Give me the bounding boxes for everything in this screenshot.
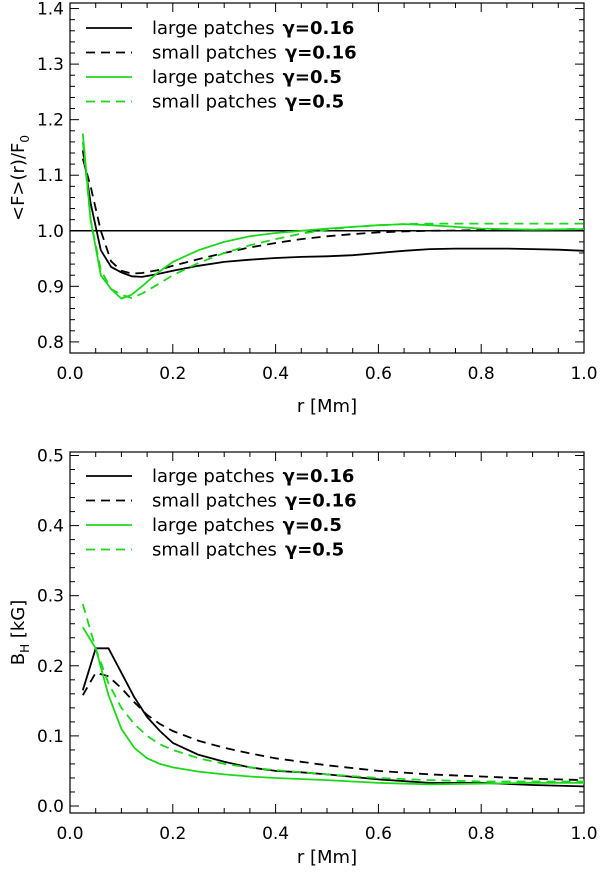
legend-gamma: γ=0.16 bbox=[283, 18, 355, 39]
y-tick-label: 0.1 bbox=[37, 727, 64, 747]
y-tick-label: 0.0 bbox=[37, 797, 64, 817]
legend-name: small patches bbox=[152, 540, 277, 561]
legend-label-1: large patches γ=0.16 bbox=[152, 466, 354, 487]
legend-label-3: large patches γ=0.5 bbox=[152, 67, 342, 88]
series-line-3 bbox=[82, 626, 584, 786]
legend-name: large patches bbox=[152, 67, 275, 88]
y-axis-label-main: <F>(r)/F bbox=[8, 143, 29, 221]
series-line-2 bbox=[81, 158, 585, 275]
y-tick-label: 1.2 bbox=[37, 111, 64, 131]
y-tick-label: 1.0 bbox=[37, 222, 64, 242]
chart-panel-2: 0.0 0.2 0.4 0.6 0.8 1.0 0.0 0.1 0.2 0.3 0.4 0.5 r [M… bbox=[8, 447, 598, 868]
y-axis-label-sub: H bbox=[18, 644, 32, 653]
x-tick-label: 1.0 bbox=[570, 824, 597, 844]
legend-label-2: small patches γ=0.16 bbox=[152, 491, 357, 512]
x-axis-label: r [Mm] bbox=[297, 396, 357, 417]
y-tick-label: 0.9 bbox=[37, 277, 64, 297]
legend-name: large patches bbox=[152, 18, 275, 39]
legend-gamma: γ=0.5 bbox=[283, 515, 342, 536]
x-tick-label: 0.0 bbox=[56, 364, 83, 384]
x-tick-label: 0.8 bbox=[468, 824, 495, 844]
x-tick-label: 0.8 bbox=[468, 364, 495, 384]
legend-name: large patches bbox=[152, 466, 275, 487]
legend-label-1: large patches γ=0.16 bbox=[152, 18, 354, 39]
y-axis-label-sub: 0 bbox=[18, 135, 32, 143]
legend-gamma: γ=0.16 bbox=[283, 466, 355, 487]
y-tick-label: 1.3 bbox=[37, 55, 64, 75]
legend-gamma: γ=0.5 bbox=[283, 67, 342, 88]
legend-label-2: small patches γ=0.16 bbox=[152, 43, 357, 64]
legend-gamma: γ=0.5 bbox=[285, 540, 344, 561]
x-tick-label: 0.2 bbox=[159, 364, 186, 384]
series-line-4 bbox=[81, 141, 584, 299]
x-axis-label: r [Mm] bbox=[297, 847, 357, 868]
legend-gamma: γ=0.16 bbox=[285, 43, 357, 64]
x-tick-label: 1.0 bbox=[570, 364, 597, 384]
x-tick-label: 0.6 bbox=[365, 824, 392, 844]
legend-name: large patches bbox=[152, 515, 275, 536]
x-tick-label: 0.0 bbox=[56, 824, 83, 844]
legend-name: small patches bbox=[152, 43, 277, 64]
legend-gamma: γ=0.5 bbox=[285, 92, 344, 113]
y-tick-label: 1.1 bbox=[37, 166, 64, 186]
legend-name: small patches bbox=[152, 491, 277, 512]
y-axis-label: BH [kG] bbox=[8, 600, 32, 666]
y-axis-label-unit: [kG] bbox=[8, 600, 29, 644]
series-line-4 bbox=[81, 603, 584, 783]
y-tick-label: 0.4 bbox=[37, 517, 64, 537]
series-line-1 bbox=[81, 647, 585, 788]
y-tick-label: 0.3 bbox=[37, 587, 64, 607]
legend-label-3: large patches γ=0.5 bbox=[152, 515, 342, 536]
series-line-3 bbox=[81, 133, 585, 300]
legend-gamma: γ=0.16 bbox=[285, 491, 357, 512]
x-tick-label: 0.2 bbox=[159, 824, 186, 844]
y-tick-label: 0.5 bbox=[37, 447, 64, 467]
y-tick-label: 1.4 bbox=[37, 0, 64, 20]
y-axis-label-main: B bbox=[8, 653, 29, 665]
x-tick-label: 0.6 bbox=[365, 364, 392, 384]
legend-label-4: small patches γ=0.5 bbox=[152, 92, 344, 113]
series-line-1 bbox=[81, 150, 585, 278]
legend-label-4: small patches γ=0.5 bbox=[152, 540, 344, 561]
x-tick-label: 0.4 bbox=[262, 824, 289, 844]
chart-panel-1: 0.0 0.2 0.4 0.6 0.8 1.0 0.8 0.9 1.0 1.1 1.2 1.3 1.4 r… bbox=[8, 0, 598, 417]
x-tick-label: 0.4 bbox=[262, 364, 289, 384]
y-tick-label: 0.2 bbox=[37, 657, 64, 677]
y-axis-label: <F>(r)/F0 bbox=[8, 135, 32, 221]
y-tick-label: 0.8 bbox=[37, 333, 64, 353]
legend-name: small patches bbox=[152, 92, 277, 113]
